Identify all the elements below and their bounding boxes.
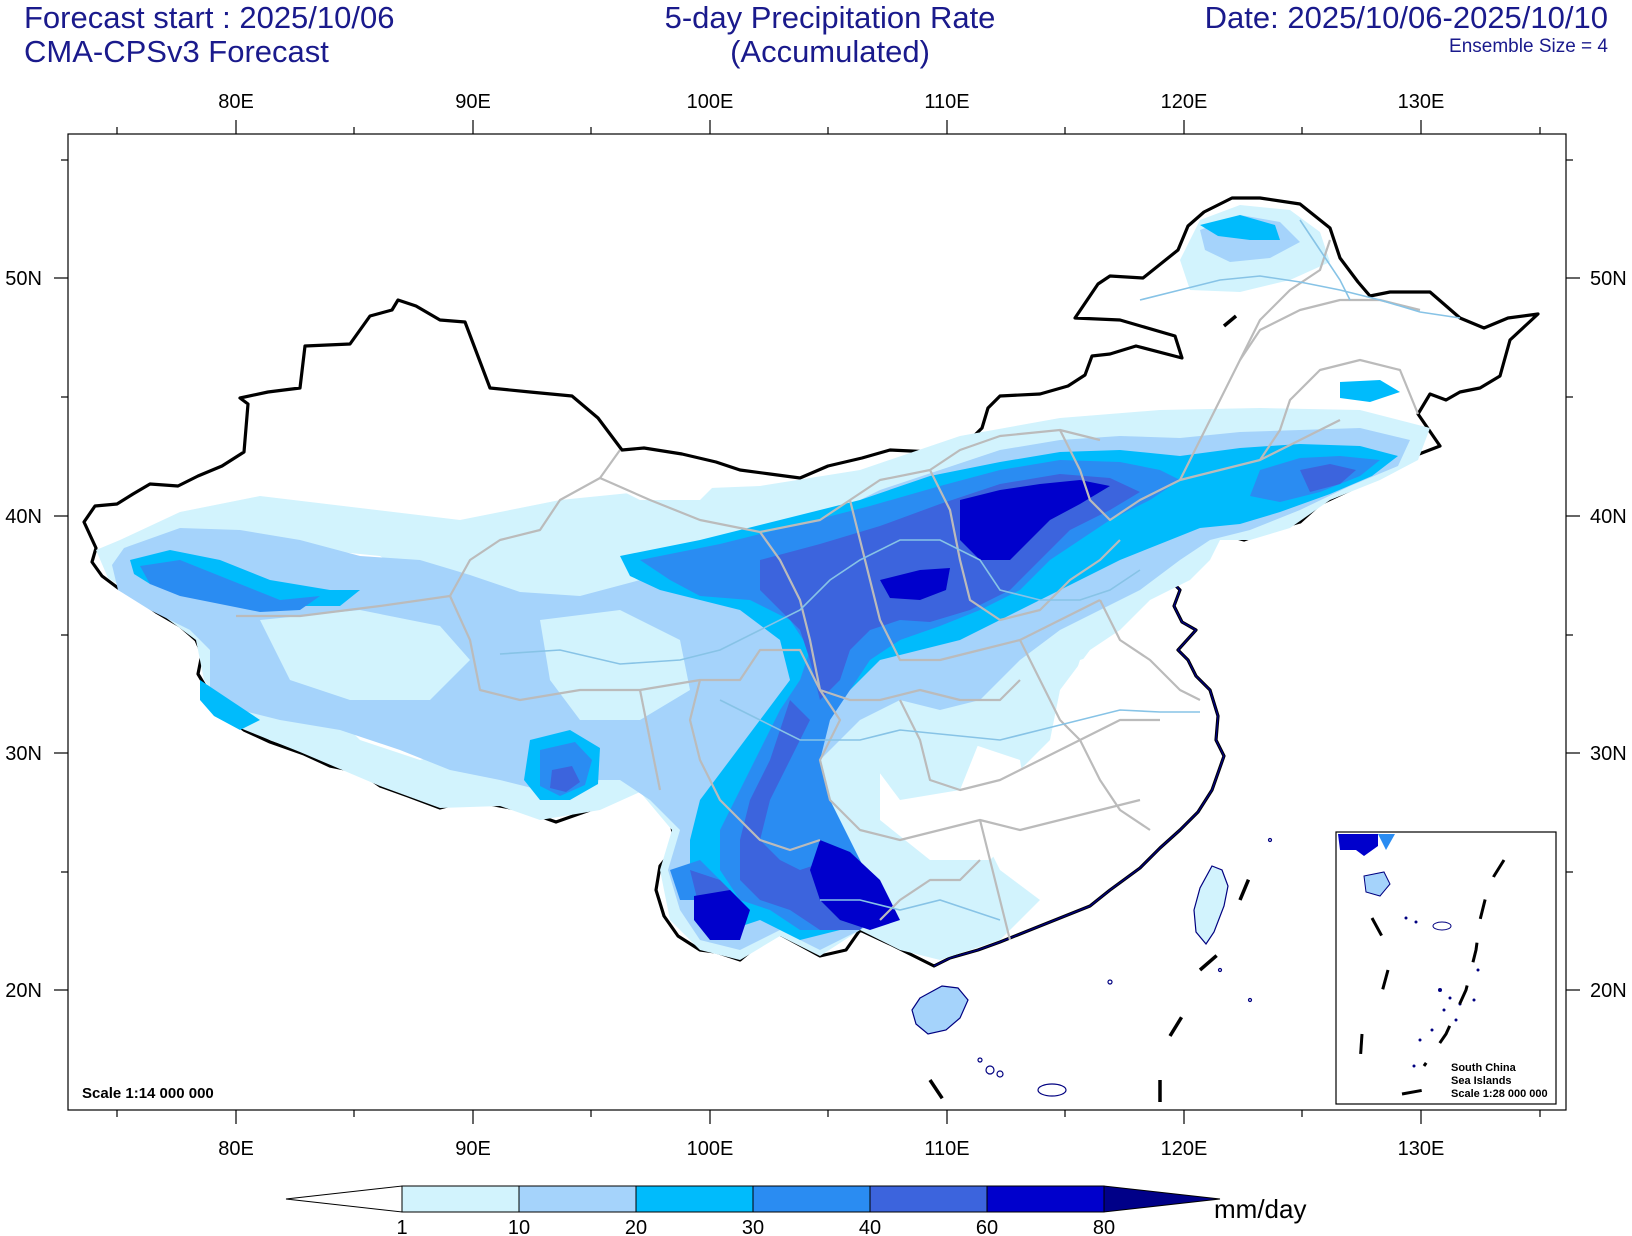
- legend-bin-20-30: [635, 1185, 754, 1213]
- forecast-start-label: Forecast start : 2025/10/06: [24, 0, 395, 35]
- legend-above-arrow: [1103, 1185, 1221, 1213]
- rivers: [499, 219, 1461, 921]
- tick-marks: [54, 120, 1580, 1124]
- legend-label-10: 10: [508, 1217, 530, 1236]
- inset-label-line1: South China: [1451, 1062, 1517, 1074]
- legend-unit-label: mm/day: [1214, 1194, 1306, 1224]
- legend-bin-60-80: [986, 1185, 1105, 1213]
- model-name-label: CMA-CPSv3 Forecast: [24, 34, 329, 69]
- lat-labels-right: 50N 40N 30N 20N: [1590, 268, 1627, 1002]
- lon-label-90e: 90E: [455, 91, 491, 113]
- legend-bin-1-10: [401, 1185, 520, 1213]
- inset-label-line2: Sea Islands: [1451, 1075, 1512, 1087]
- legend-below-arrow: [285, 1185, 403, 1213]
- legend-label-80: 80: [1093, 1217, 1115, 1236]
- lon-label-100e-bottom: 100E: [687, 1138, 734, 1160]
- lon-label-80e-bottom: 80E: [218, 1138, 254, 1160]
- legend-bin-30-40: [752, 1185, 871, 1213]
- lat-label-20n-right: 20N: [1590, 980, 1627, 1002]
- precip-level-60-80: [694, 480, 1110, 940]
- lat-label-30n-right: 30N: [1590, 743, 1627, 765]
- legend-bin-40-60: [869, 1185, 988, 1213]
- province-borders: [236, 239, 1421, 941]
- legend-bin-10-20: [518, 1185, 637, 1213]
- maritime-boundary: [928, 314, 1252, 1110]
- lon-label-110e: 110E: [924, 91, 969, 113]
- lat-label-40n-right: 40N: [1590, 506, 1627, 528]
- lat-label-20n: 20N: [5, 980, 42, 1002]
- date-range-label: Date: 2025/10/06-2025/10/10: [1204, 0, 1608, 35]
- lon-label-120e-bottom: 120E: [1161, 1138, 1208, 1160]
- inset-south-china-sea: South China Sea Islands Scale 1:28 000 0…: [1335, 831, 1557, 1105]
- lat-labels-left: 50N 40N 30N 20N: [5, 268, 42, 1002]
- scale-label: Scale 1:14 000 000: [82, 1085, 214, 1102]
- legend-label-20: 20: [625, 1217, 647, 1236]
- legend-label-30: 30: [742, 1217, 764, 1236]
- legend-label-40: 40: [859, 1217, 881, 1236]
- lon-labels-top: 80E 90E 100E 110E 120E 130E: [218, 91, 1444, 113]
- lon-label-100e: 100E: [687, 91, 734, 113]
- legend-label-1: 1: [396, 1217, 407, 1236]
- lon-label-130e: 130E: [1398, 91, 1445, 113]
- scattered-islands: [977, 837, 1273, 1097]
- lon-label-110e-bottom: 110E: [924, 1138, 969, 1160]
- lon-labels-bottom: 80E 90E 100E 110E 120E 130E: [218, 1138, 1444, 1160]
- legend-label-60: 60: [976, 1217, 998, 1236]
- lat-label-50n: 50N: [5, 268, 42, 290]
- color-legend: [285, 1185, 1221, 1213]
- lon-label-120e: 120E: [1161, 91, 1208, 113]
- hainan-island: [911, 985, 969, 1035]
- lat-label-50n-right: 50N: [1590, 268, 1627, 290]
- east-coastline: [933, 545, 1225, 967]
- lon-label-130e-bottom: 130E: [1398, 1138, 1445, 1160]
- precip-dry-patches-2: [260, 610, 980, 800]
- lon-label-90e-bottom: 90E: [455, 1138, 491, 1160]
- legend-labels: 1 10 20 30 40 60 80: [396, 1217, 1115, 1236]
- taiwan-island: [1193, 865, 1229, 946]
- inset-label-line3: Scale 1:28 000 000: [1451, 1088, 1548, 1100]
- map-title: 5-day Precipitation Rate: [664, 0, 996, 35]
- map-subtitle: (Accumulated): [730, 34, 930, 69]
- lon-label-80e: 80E: [218, 91, 254, 113]
- map-content: South China Sea Islands Scale 1:28 000 0…: [82, 196, 1557, 1110]
- lat-label-30n: 30N: [5, 743, 42, 765]
- ensemble-size-label: Ensemble Size = 4: [1449, 36, 1608, 57]
- lat-label-40n: 40N: [5, 506, 42, 528]
